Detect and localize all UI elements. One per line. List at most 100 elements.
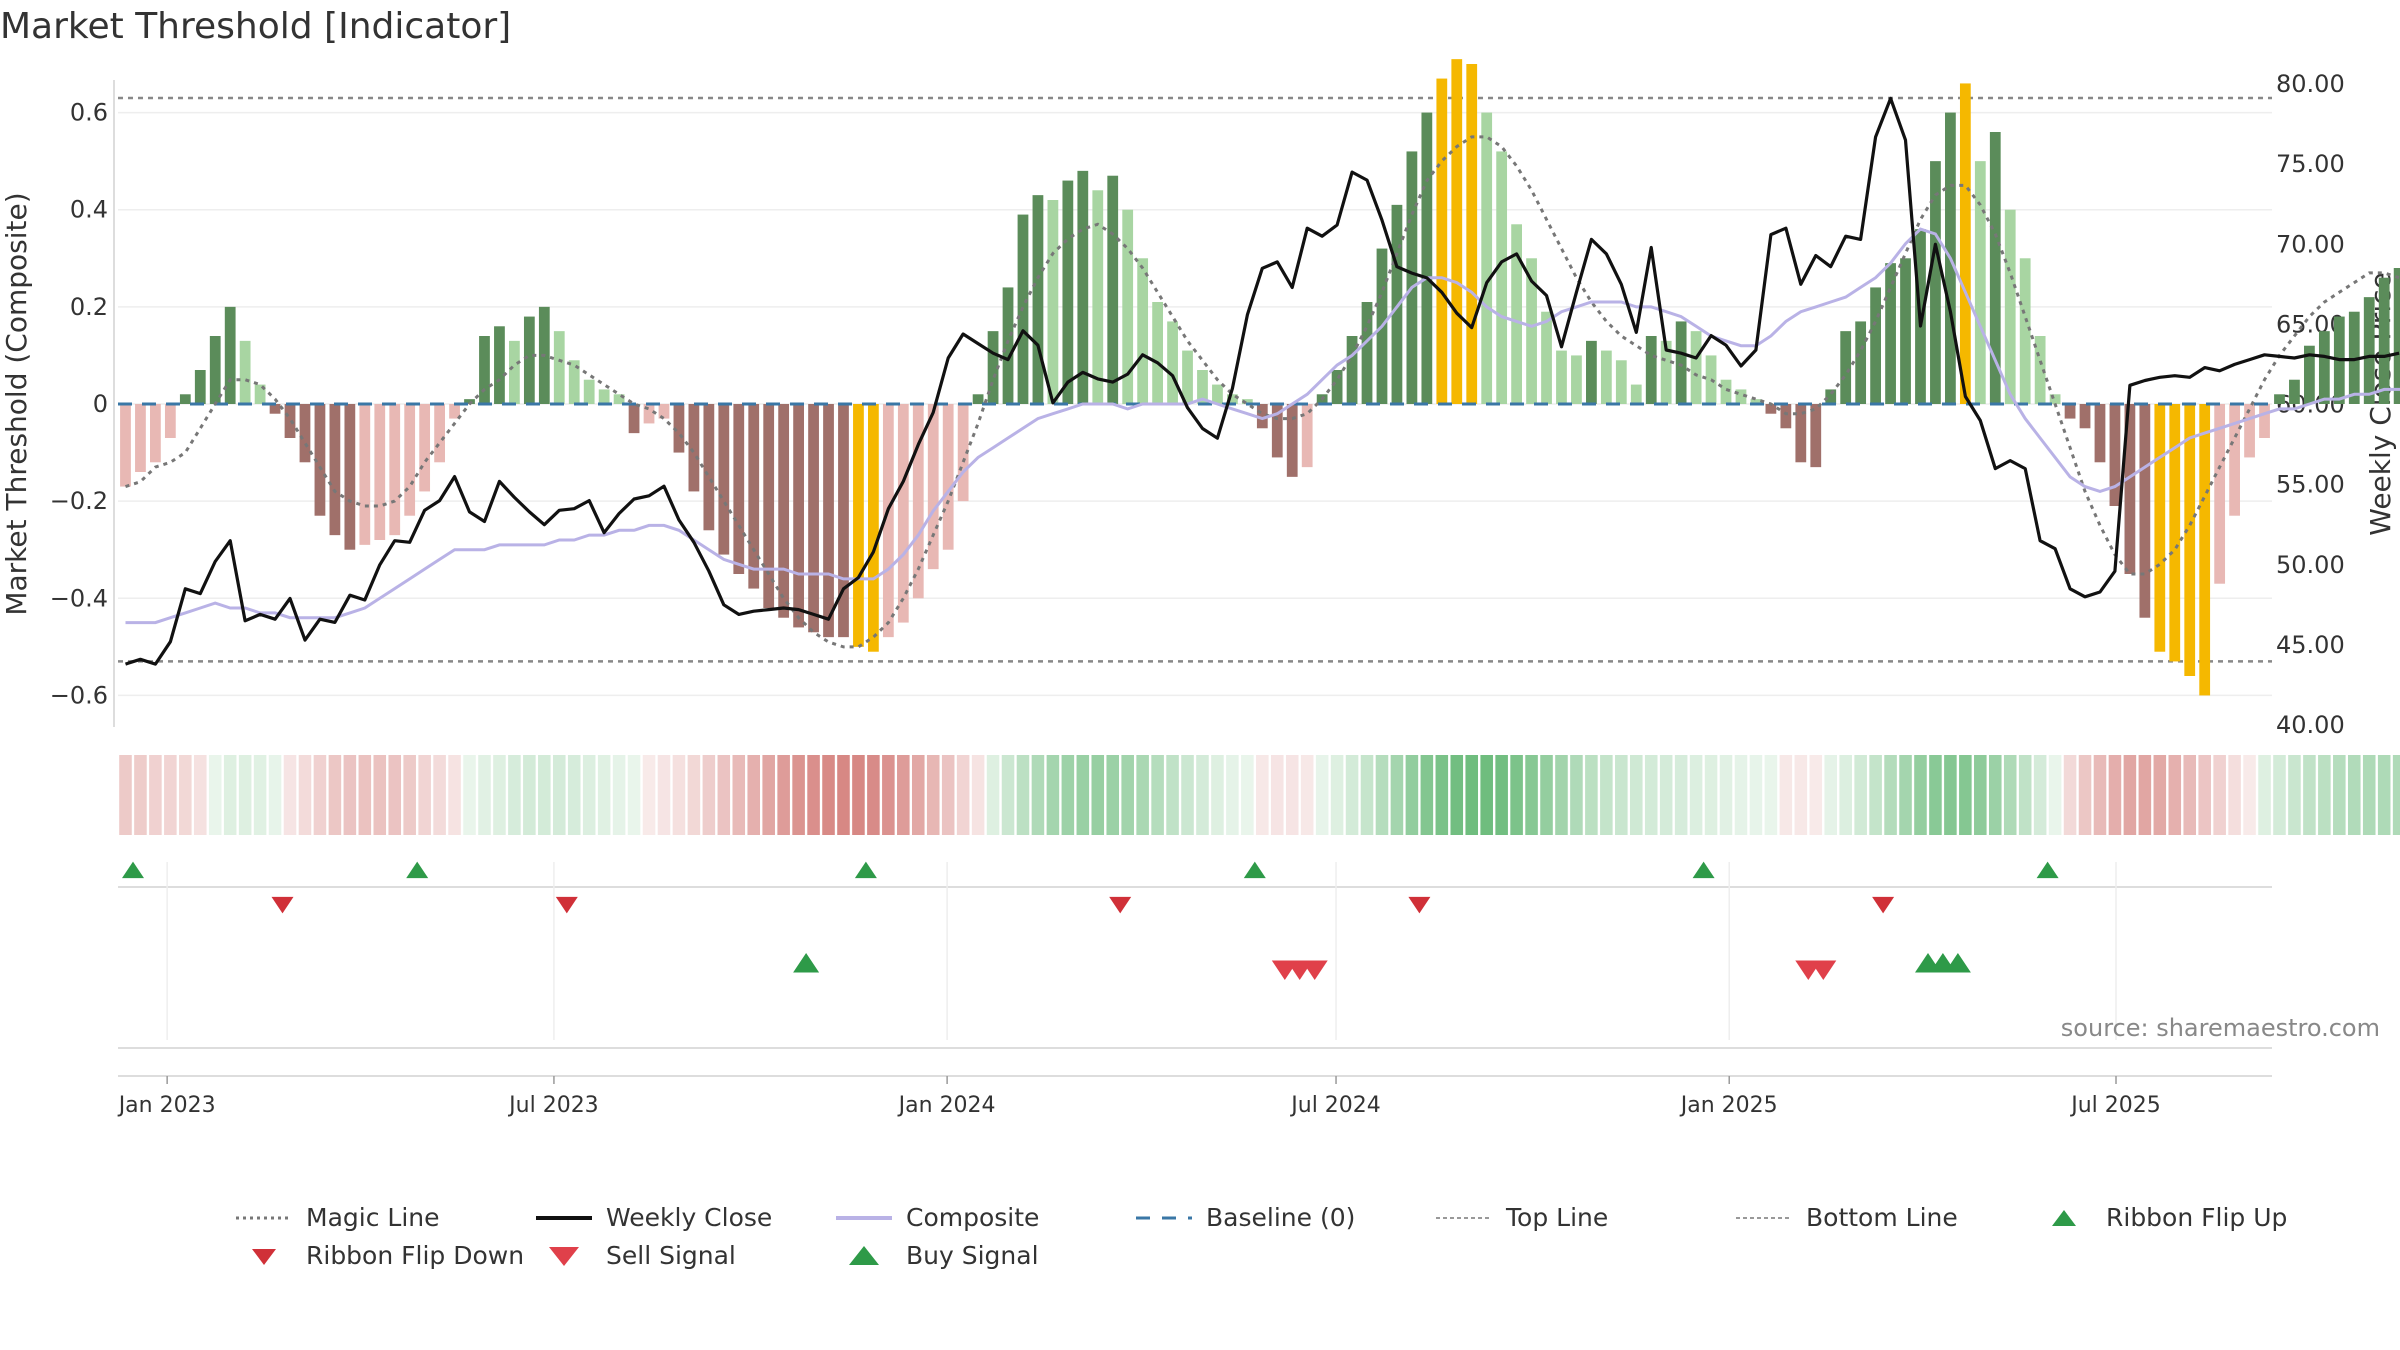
solid-line-lavender-icon — [836, 1215, 892, 1220]
ribbon-cell — [1914, 755, 1927, 835]
ribbon-cell — [986, 755, 1000, 835]
composite-bar — [1645, 336, 1657, 404]
composite-bar — [419, 404, 431, 492]
composite-bar — [449, 404, 460, 419]
composite-bar — [2348, 311, 2360, 404]
ribbon-cell — [627, 755, 641, 835]
composite-line — [125, 227, 2400, 625]
composite-bar — [733, 404, 745, 574]
composite-bar — [1810, 404, 1822, 468]
ribbon-cell — [433, 755, 446, 835]
ribbon-cell — [149, 755, 162, 835]
legend-item-weekly-close: Weekly Close — [534, 1203, 772, 1232]
weekly-close-line — [125, 96, 2400, 666]
ribbon-cell — [238, 755, 252, 835]
composite-bar — [1466, 64, 1478, 404]
composite-bar — [553, 331, 565, 404]
legend-label: Buy Signal — [906, 1241, 1039, 1270]
ribbon-cell — [807, 755, 820, 835]
composite-bar — [2034, 336, 2046, 404]
legend-item-top-line: Top Line — [1434, 1203, 1608, 1232]
ribbon-cell — [1211, 755, 1224, 835]
composite-bar — [718, 404, 730, 555]
composite-bar — [1600, 350, 1612, 404]
composite-bar — [1660, 340, 1672, 404]
composite-bar — [703, 404, 715, 531]
legend-label: Bottom Line — [1806, 1203, 1958, 1232]
ribbon-cell — [1570, 755, 1583, 835]
ribbon-cell — [2303, 755, 2316, 835]
composite-bar — [897, 404, 909, 623]
composite-bar — [1241, 399, 1253, 404]
ribbon-cell — [1779, 755, 1793, 835]
ribbon-cell — [2362, 755, 2376, 835]
legend-label: Ribbon Flip Down — [306, 1241, 525, 1270]
x-tick-label: Jul 2023 — [507, 1093, 599, 1118]
ribbon-cell — [1375, 755, 1389, 835]
composite-bar — [359, 404, 371, 545]
ribbon-cell — [1360, 755, 1374, 835]
ribbon-cell — [1091, 755, 1105, 835]
ribbon-cell — [1988, 755, 2002, 835]
ribbon-cell — [134, 755, 147, 835]
composite-bar — [1137, 258, 1149, 404]
ribbon-cell — [1719, 755, 1733, 835]
ribbon-cell — [1300, 755, 1314, 835]
ribbon-cell — [597, 755, 611, 835]
composite-bar — [164, 404, 176, 438]
ribbon-cell — [1495, 755, 1508, 835]
ribbon-flip-up-marker — [406, 861, 429, 879]
composite-bar — [2049, 394, 2061, 404]
composite-bar — [1107, 175, 1119, 404]
composite-bar — [987, 331, 999, 404]
ribbon-cell — [1256, 755, 1269, 835]
ribbon-cell — [672, 755, 686, 835]
ribbon-cell — [538, 755, 551, 835]
ribbon-cell — [2033, 755, 2047, 835]
composite-bar — [2393, 268, 2400, 404]
y-tick-label: 0.2 — [70, 293, 108, 321]
composite-bar — [1870, 287, 1881, 404]
ribbon-cell — [1001, 755, 1015, 835]
composite-bar — [2169, 404, 2181, 662]
composite-bar — [927, 404, 939, 570]
legend-label: Sell Signal — [606, 1241, 736, 1270]
ribbon-cell — [1196, 755, 1209, 835]
composite-bar — [314, 404, 326, 516]
ribbon-cell — [2138, 755, 2152, 835]
composite-bar — [269, 404, 281, 414]
ribbon-cell — [1315, 755, 1329, 835]
composite-bar — [329, 404, 341, 536]
ribbon-cell — [403, 755, 416, 835]
ribbon-cell — [1405, 755, 1419, 835]
composite-bar — [1735, 389, 1747, 404]
composite-bar — [1615, 360, 1627, 404]
ribbon-cell — [926, 755, 940, 835]
legend-label: Weekly Close — [606, 1203, 773, 1232]
composite-bar — [1421, 112, 1433, 405]
composite-bar — [523, 316, 535, 404]
ribbon-cell — [2048, 755, 2062, 835]
ribbon-cell — [2153, 755, 2167, 835]
composite-bar — [1167, 321, 1178, 404]
ribbon-cell — [1061, 755, 1075, 835]
ribbon-cell — [508, 755, 521, 835]
composite-bar — [613, 394, 625, 404]
magic-line — [125, 135, 2400, 649]
composite-bar — [1271, 404, 1283, 458]
ribbon-cell — [732, 755, 746, 835]
composite-bar — [2124, 404, 2136, 574]
composite-bar — [299, 404, 311, 463]
triangle-up-green-icon — [2052, 1209, 2076, 1226]
composite-bar — [838, 404, 849, 638]
ribbon-cell — [582, 755, 596, 835]
legend-label: Baseline (0) — [1206, 1203, 1356, 1232]
y2-tick-label: 55.00 — [2276, 471, 2345, 499]
composite-bar — [150, 404, 161, 463]
ribbon-cell — [2288, 755, 2301, 835]
page-title: Market Threshold [Indicator] — [0, 6, 512, 47]
composite-bar — [1765, 404, 1777, 414]
composite-bar — [1690, 331, 1702, 404]
ribbon-flip-up-marker — [122, 861, 144, 879]
